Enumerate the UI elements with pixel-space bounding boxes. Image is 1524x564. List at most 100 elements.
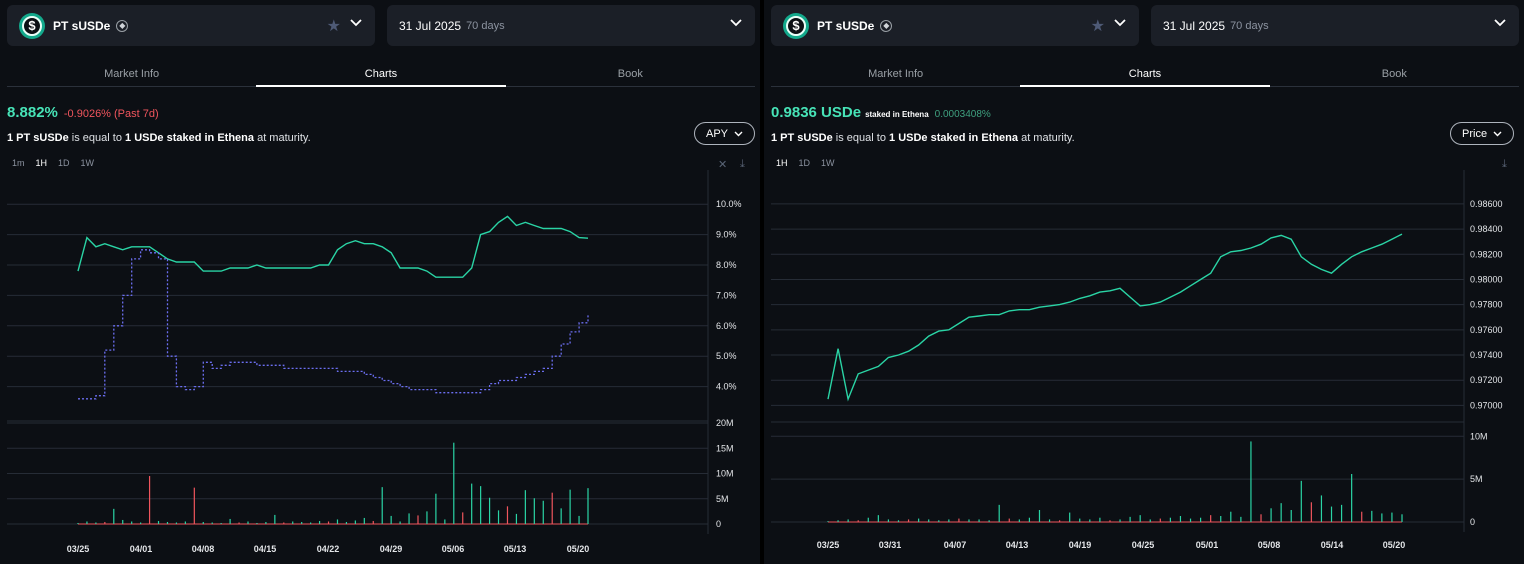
volume-bar (837, 520, 839, 522)
volume-bar (1351, 474, 1353, 522)
tools-icon[interactable]: ✕ (718, 159, 728, 171)
download-icon[interactable]: ⤓ (740, 158, 745, 170)
volume-bar (211, 522, 213, 524)
days-remaining: 70 days (1230, 19, 1269, 32)
chevron-down-icon[interactable] (1493, 16, 1507, 30)
volume-bar (1250, 441, 1252, 522)
tab-charts[interactable]: Charts (1020, 68, 1270, 87)
chevron-down-icon (734, 131, 743, 136)
volume-bar (1320, 495, 1323, 522)
x-tick-label: 04/22 (317, 544, 340, 554)
volume-bar (1210, 515, 1212, 522)
x-tick-label: 03/25 (67, 544, 90, 554)
volume-bar (1290, 510, 1292, 522)
volume-bar (390, 515, 392, 524)
volume-bar (827, 521, 829, 522)
volume-bar (1340, 504, 1343, 522)
volume-bar (336, 519, 339, 524)
range-1d[interactable]: 1D (58, 158, 70, 168)
y-tick-label: 0.98600 (1470, 199, 1503, 209)
range-1w[interactable]: 1W (80, 158, 95, 168)
y-tick-label: 0.97000 (1470, 400, 1503, 410)
asset-selector[interactable]: $ PT sUSDe ◆ ★ (7, 5, 375, 46)
volume-bar (1310, 502, 1312, 522)
chevron-down-icon[interactable] (729, 16, 743, 30)
volume-bar (569, 489, 571, 524)
range-1h[interactable]: 1H (35, 158, 48, 168)
volume-bar (1361, 511, 1363, 522)
chevron-down-icon[interactable] (1113, 16, 1127, 30)
range-1d[interactable]: 1D (798, 158, 811, 168)
maturity-date: 31 Jul 2025 (1163, 18, 1226, 33)
volume-bar (480, 486, 482, 524)
y-tick-label: 8.0% (716, 260, 737, 270)
headline-change: 0.0003408% (934, 109, 991, 120)
x-tick-label: 04/13 (1006, 540, 1029, 550)
x-tick-label: 05/20 (1383, 540, 1406, 550)
y-tick-label: 0.97400 (1470, 350, 1503, 360)
tab-charts[interactable]: Charts (256, 68, 506, 87)
x-tick-label: 05/06 (442, 544, 465, 554)
tab-book[interactable]: Book (1381, 68, 1407, 80)
volume-bar (1079, 518, 1081, 522)
asset-selector[interactable]: $ PT sUSDe ◆ ★ (771, 5, 1139, 46)
volume-bar (948, 519, 950, 522)
volume-bar (1179, 516, 1182, 522)
volume-bar (587, 488, 589, 524)
volume-bar (968, 519, 970, 522)
volume-bar (1129, 516, 1131, 522)
x-tick-label: 05/20 (567, 544, 590, 554)
volume-bar (1270, 508, 1272, 522)
favorite-star-icon[interactable]: ★ (1090, 18, 1105, 35)
volume-bar (166, 521, 169, 524)
volume-bar (907, 519, 910, 522)
panel-divider (760, 0, 764, 564)
volume-tick-label: 5M (1470, 474, 1483, 484)
volume-bar (265, 521, 267, 524)
range-1w[interactable]: 1W (821, 158, 835, 168)
volume-bar (488, 497, 491, 524)
underlying-apy-line (78, 249, 589, 400)
tab-book[interactable]: Book (617, 68, 643, 80)
volume-bar (363, 517, 365, 524)
volume-bar (318, 520, 321, 524)
volume-bar (1099, 517, 1101, 522)
maturity-selector[interactable]: 31 Jul 2025 70 days (387, 5, 755, 46)
chevron-down-icon[interactable] (349, 16, 363, 30)
implied-apy-line (77, 215, 589, 278)
tab-market-info[interactable]: Market Info (868, 68, 924, 80)
y-tick-label: 0.97800 (1470, 300, 1503, 310)
volume-bar (113, 508, 115, 524)
ethereum-icon: ◆ (116, 19, 129, 32)
x-tick-label: 03/31 (879, 540, 902, 550)
tab-market-info[interactable]: Market Info (104, 68, 160, 80)
asset-name: PT sUSDe (817, 18, 875, 33)
left-panel: $ PT sUSDe ◆ ★ 31 Jul 2025 70 days Marke… (0, 0, 760, 564)
volume-bar (1199, 517, 1202, 522)
range-1m[interactable]: 1m (12, 158, 25, 168)
volume-bar (175, 522, 178, 524)
volume-bar (978, 519, 980, 522)
maturity-selector[interactable]: 31 Jul 2025 70 days (1151, 5, 1519, 46)
headline-value: 0.9836 USDe (771, 104, 862, 121)
volume-bar (551, 492, 553, 524)
headline-value: 8.882% (7, 104, 58, 121)
volume-bar (274, 514, 276, 524)
volume-bar (1401, 514, 1403, 522)
y-tick-label: 5.0% (716, 351, 737, 361)
maturity-date: 31 Jul 2025 (399, 18, 462, 33)
volume-bar (345, 521, 348, 524)
volume-bar (1048, 519, 1051, 522)
download-icon[interactable]: ⤓ (1502, 158, 1507, 170)
metric-dropdown[interactable]: APY (694, 122, 756, 145)
range-1h[interactable]: 1H (776, 158, 788, 168)
favorite-star-icon[interactable]: ★ (326, 18, 341, 35)
volume-bar (131, 521, 133, 524)
y-tick-label: 9.0% (716, 230, 737, 240)
volume-bar (1220, 516, 1222, 522)
volume-bar (292, 521, 294, 524)
volume-bar (462, 512, 464, 524)
volume-bar (1381, 513, 1383, 522)
headline-staked-label: staked in Ethena (865, 110, 929, 119)
metric-dropdown[interactable]: Price (1450, 122, 1515, 145)
